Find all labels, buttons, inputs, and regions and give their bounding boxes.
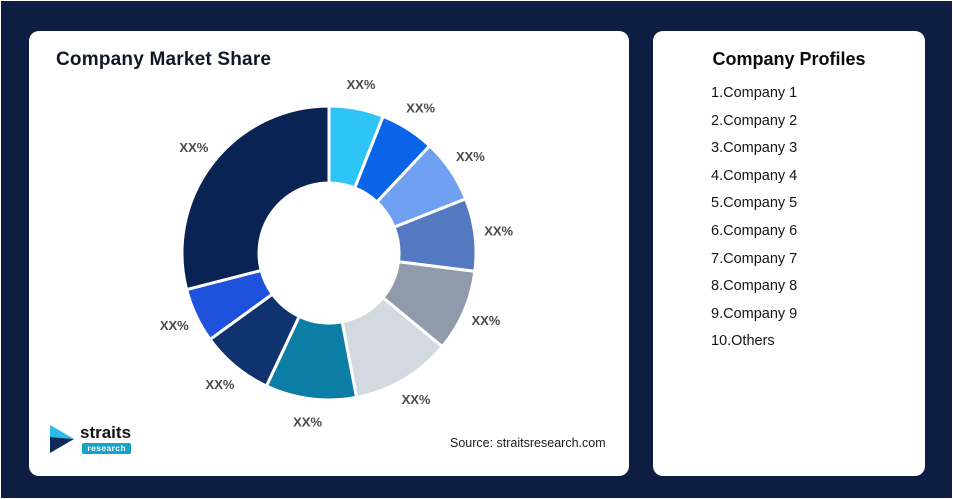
company-profile-item: 4.Company 4 [711,167,798,184]
company-profile-item: 9.Company 9 [711,305,798,322]
company-profiles-card: Company Profiles 1.Company 1 2.Company 2 3… [653,31,925,476]
slice-percentage-label: XX% [160,318,189,333]
company-profile-item: 6.Company 6 [711,222,798,239]
market-share-card: Company Market Share XX% XX% XX% XX% XX% XX% X… [29,31,629,476]
company-profile-item: 8.Company 8 [711,278,798,295]
logo-subtitle-badge: research [82,442,132,454]
logo-text: straits research [80,422,132,454]
slice-percentage-label: XX% [206,377,235,392]
company-profile-item: 10.Others [711,333,775,350]
logo-name: straits [80,422,132,442]
company-profiles-list: 1.Company 1 2.Company 2 3.Company 3 4.Compa… [711,80,797,356]
logo-arrow-icon [50,424,74,453]
company-profile-item: 3.Company 3 [711,140,798,157]
donut-slice-others [180,104,331,292]
slice-percentage-label: XX% [347,77,376,92]
company-profile-item: 1.Company 1 [711,85,798,101]
slice-percentage-label: XX% [402,392,431,407]
profiles-title: Company Profiles [712,49,866,69]
source-attribution: Source: straitsresearch.com [450,436,606,450]
slice-percentage-label: XX% [484,224,513,239]
straits-research-logo: straits research [49,422,132,454]
slice-percentage-label: XX% [406,101,435,116]
company-profile-item: 2.Company 2 [711,112,798,129]
company-profile-item: 7.Company 7 [711,250,798,267]
slice-percentage-label: XX% [179,140,208,155]
company-profile-item: 5.Company 5 [711,195,798,212]
chart-title: Company Market Share [56,49,272,70]
slice-percentage-label: XX% [456,149,485,164]
market-share-donut-chart: XX% XX% XX% XX% XX% XX% XX% XX% XX% XX% [160,77,514,430]
slice-percentage-label: XX% [293,415,322,430]
slice-percentage-label: XX% [471,313,500,328]
